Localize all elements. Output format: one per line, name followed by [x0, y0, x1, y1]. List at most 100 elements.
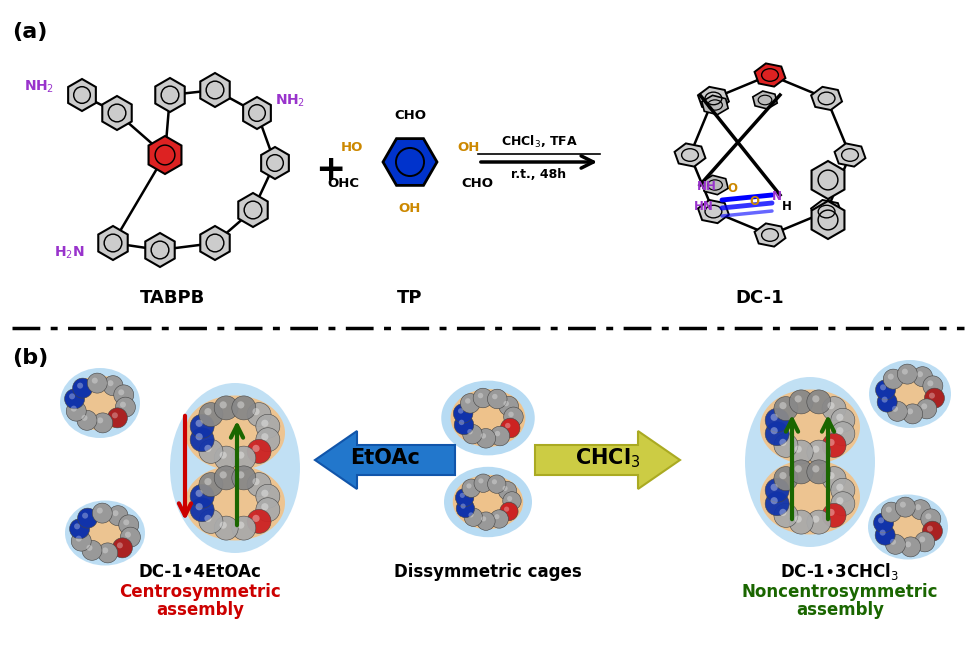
- Circle shape: [82, 512, 88, 518]
- Polygon shape: [752, 91, 777, 109]
- Circle shape: [500, 502, 518, 520]
- Circle shape: [790, 510, 813, 534]
- Circle shape: [476, 512, 495, 530]
- Text: NH$_2$: NH$_2$: [275, 93, 305, 109]
- Text: DC-1$\bullet$3CHCl$_3$: DC-1$\bullet$3CHCl$_3$: [781, 562, 900, 582]
- Text: H: H: [782, 200, 792, 213]
- Circle shape: [199, 510, 223, 533]
- Circle shape: [237, 472, 244, 478]
- Circle shape: [468, 429, 472, 434]
- Circle shape: [495, 431, 500, 436]
- Circle shape: [478, 478, 483, 484]
- Circle shape: [256, 428, 280, 452]
- Circle shape: [505, 423, 510, 428]
- Circle shape: [897, 364, 917, 384]
- Circle shape: [828, 509, 834, 516]
- Circle shape: [465, 508, 482, 526]
- Circle shape: [480, 433, 486, 439]
- Circle shape: [504, 506, 509, 512]
- Circle shape: [220, 401, 226, 409]
- Polygon shape: [698, 200, 729, 223]
- Polygon shape: [200, 226, 229, 260]
- Circle shape: [247, 473, 271, 496]
- Circle shape: [874, 513, 894, 533]
- Circle shape: [461, 504, 466, 509]
- Ellipse shape: [74, 508, 136, 558]
- Circle shape: [107, 408, 128, 428]
- Circle shape: [125, 532, 131, 538]
- Circle shape: [822, 467, 846, 490]
- Circle shape: [915, 504, 921, 510]
- Circle shape: [190, 498, 214, 522]
- Circle shape: [77, 410, 97, 430]
- Circle shape: [77, 383, 83, 389]
- Text: assembly: assembly: [796, 601, 884, 619]
- Circle shape: [929, 393, 935, 399]
- Text: CHO: CHO: [461, 177, 493, 190]
- Ellipse shape: [444, 467, 532, 537]
- Circle shape: [102, 547, 108, 553]
- Ellipse shape: [760, 389, 860, 464]
- Circle shape: [916, 399, 937, 419]
- Circle shape: [771, 427, 778, 434]
- Circle shape: [114, 385, 134, 405]
- Circle shape: [877, 392, 897, 412]
- Polygon shape: [674, 144, 706, 166]
- Circle shape: [112, 412, 118, 418]
- Ellipse shape: [760, 460, 860, 534]
- Ellipse shape: [185, 466, 285, 540]
- Circle shape: [774, 504, 798, 527]
- Circle shape: [117, 542, 123, 548]
- Circle shape: [460, 493, 465, 498]
- Circle shape: [780, 402, 787, 409]
- Text: CHCl$_3$, TFA: CHCl$_3$, TFA: [501, 134, 578, 150]
- Ellipse shape: [60, 368, 140, 438]
- Circle shape: [468, 512, 473, 518]
- Circle shape: [93, 503, 112, 523]
- Text: TP: TP: [397, 289, 423, 307]
- Circle shape: [888, 373, 894, 379]
- Polygon shape: [702, 175, 728, 194]
- Circle shape: [907, 408, 914, 414]
- Circle shape: [831, 478, 855, 502]
- Circle shape: [503, 486, 508, 491]
- Circle shape: [923, 376, 943, 396]
- Circle shape: [917, 371, 923, 377]
- Circle shape: [771, 484, 778, 491]
- Circle shape: [467, 484, 471, 488]
- Circle shape: [237, 401, 244, 409]
- Circle shape: [72, 378, 93, 398]
- Circle shape: [780, 509, 787, 516]
- Circle shape: [262, 433, 268, 440]
- Circle shape: [204, 408, 212, 415]
- Circle shape: [459, 420, 465, 425]
- Circle shape: [812, 466, 820, 472]
- Ellipse shape: [745, 377, 875, 547]
- Circle shape: [195, 503, 203, 510]
- Circle shape: [462, 479, 480, 498]
- Circle shape: [66, 401, 86, 421]
- Circle shape: [97, 508, 102, 514]
- Circle shape: [108, 506, 128, 526]
- Circle shape: [890, 539, 896, 545]
- Polygon shape: [238, 193, 267, 227]
- Text: N: N: [772, 190, 782, 203]
- Circle shape: [214, 396, 238, 420]
- Polygon shape: [68, 79, 96, 111]
- Circle shape: [807, 440, 831, 464]
- Text: HN: HN: [694, 200, 713, 213]
- Ellipse shape: [877, 368, 943, 420]
- Circle shape: [780, 472, 787, 479]
- Text: OHC: OHC: [327, 177, 359, 190]
- Ellipse shape: [877, 502, 939, 552]
- Circle shape: [253, 408, 260, 415]
- Circle shape: [503, 492, 521, 510]
- Circle shape: [905, 541, 912, 547]
- Circle shape: [913, 367, 932, 387]
- Circle shape: [765, 492, 790, 516]
- Circle shape: [790, 390, 813, 414]
- Circle shape: [490, 426, 509, 446]
- Circle shape: [774, 397, 798, 421]
- Circle shape: [256, 498, 280, 522]
- Circle shape: [807, 460, 831, 484]
